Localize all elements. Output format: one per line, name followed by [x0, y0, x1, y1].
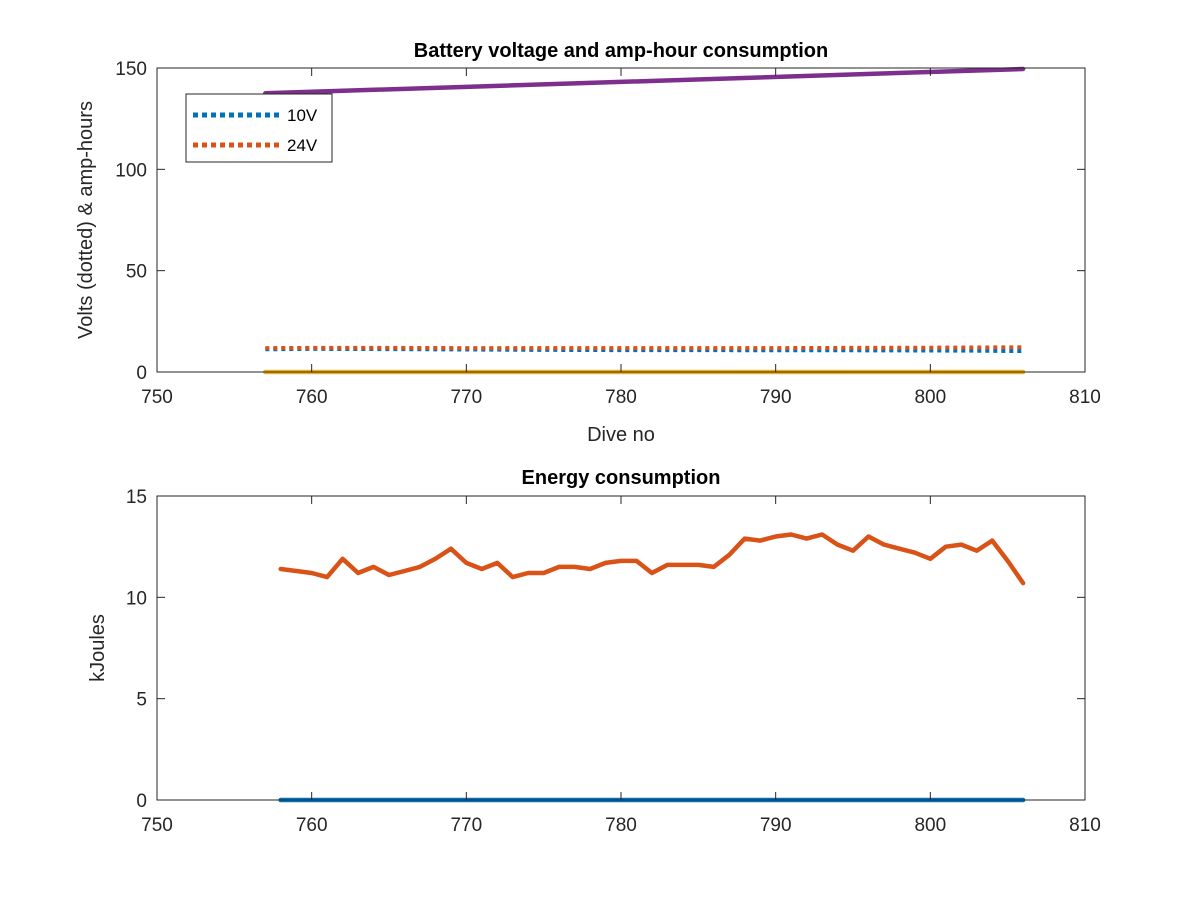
- x-tick-label: 810: [1069, 387, 1101, 408]
- y-axis-ticks: 0 5 10 15: [126, 487, 1085, 812]
- plot-area-energy: [278, 532, 1026, 803]
- x-tick-label: 800: [914, 387, 946, 408]
- legend: 10V 24V: [185, 93, 333, 163]
- x-axis-ticks: 750 760 770 780 790 800 810: [141, 68, 1101, 408]
- panel-voltage: Battery voltage and amp-hour consumption…: [75, 40, 1101, 446]
- plot-area-voltage: [263, 66, 1026, 375]
- y-tick-label: 0: [136, 791, 147, 812]
- y-tick-label: 10: [126, 588, 147, 609]
- series-line-1: [278, 532, 1026, 586]
- y-tick-label: 15: [126, 487, 147, 508]
- y-tick-label: 0: [136, 363, 147, 384]
- series-line-24v: [265, 345, 1024, 351]
- x-tick-label: 790: [760, 815, 792, 836]
- x-tick-label: 770: [450, 815, 482, 836]
- series-line-3: [263, 66, 1026, 96]
- x-tick-label: 790: [760, 387, 792, 408]
- x-tick-label: 760: [296, 387, 328, 408]
- panel-energy: Energy consumption 750 760 770 780 790 800 810…: [87, 467, 1101, 836]
- x-tick-label: 750: [141, 815, 173, 836]
- x-tick-label: 770: [450, 387, 482, 408]
- legend-label-10v: 10V: [287, 106, 318, 125]
- y-axis-title: kJoules: [87, 614, 109, 682]
- y-tick-label: 150: [115, 59, 147, 80]
- axes-box: [156, 495, 1086, 801]
- y-tick-label: 5: [136, 690, 147, 711]
- chart-title: Battery voltage and amp-hour consumption: [414, 40, 828, 62]
- x-axis-ticks: 750 760 770 780 790 800 810: [141, 496, 1101, 836]
- x-tick-label: 760: [296, 815, 328, 836]
- chart-title: Energy consumption: [522, 467, 721, 489]
- y-axis-ticks: 0 50 100 150: [115, 59, 1085, 384]
- x-tick-label: 780: [605, 815, 637, 836]
- y-axis-title: Volts (dotted) & amp-hours: [75, 101, 97, 339]
- y-tick-label: 100: [115, 160, 147, 181]
- x-tick-label: 810: [1069, 815, 1101, 836]
- y-tick-label: 50: [126, 262, 147, 283]
- x-axis-title: Dive no: [587, 424, 655, 446]
- x-tick-label: 780: [605, 387, 637, 408]
- legend-box: [185, 93, 333, 163]
- x-tick-label: 800: [914, 815, 946, 836]
- legend-label-24v: 24V: [287, 136, 318, 155]
- x-tick-label: 750: [141, 387, 173, 408]
